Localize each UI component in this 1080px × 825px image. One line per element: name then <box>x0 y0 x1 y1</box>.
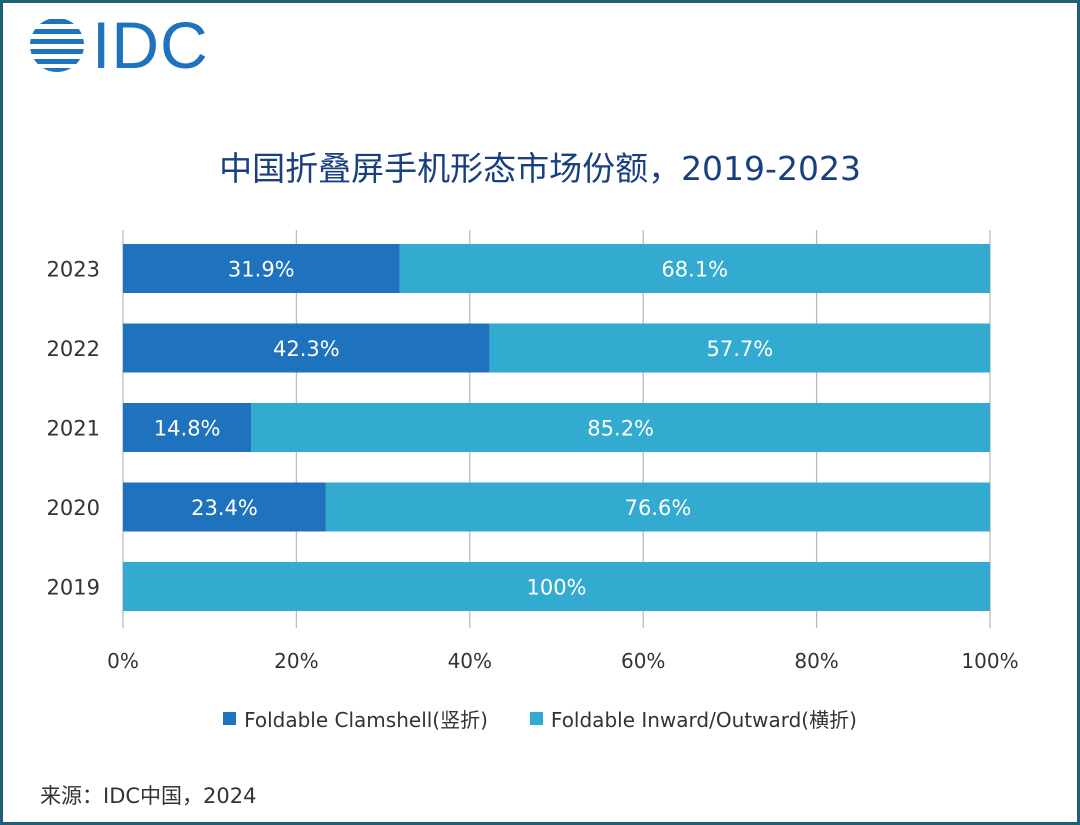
data-label: 42.3% <box>273 337 340 361</box>
data-label: 14.8% <box>154 417 221 441</box>
chart-title: 中国折叠屏手机形态市场份额，2019-2023 <box>219 149 861 188</box>
y-tick-label: 2023 <box>47 258 100 282</box>
legend-swatch <box>529 712 543 725</box>
legend-label: Foldable Inward/Outward(横折) <box>550 708 857 732</box>
bar-segment <box>123 403 252 452</box>
bar-segment <box>123 562 990 611</box>
logo-text: IDC <box>92 8 209 82</box>
y-tick-label: 2022 <box>47 337 100 361</box>
legend-item-clamshell: Foldable Clamshell(竖折) <box>223 704 488 733</box>
data-label: 23.4% <box>191 496 258 520</box>
bar-segment <box>325 482 990 532</box>
x-tick-label: 40% <box>448 649 492 673</box>
bar-segment <box>123 323 490 373</box>
legend-label: Foldable Clamshell(竖折) <box>244 708 488 732</box>
x-tick-label: 100% <box>961 649 1018 673</box>
x-tick-label: 0% <box>107 649 139 673</box>
bar-segment <box>123 482 326 532</box>
bar-segment <box>123 244 400 293</box>
data-label: 57.7% <box>707 337 774 361</box>
x-tick-label: 20% <box>274 649 318 673</box>
legend-item-inward-outward: Foldable Inward/Outward(横折) <box>529 704 857 733</box>
data-label: 76.6% <box>625 496 692 520</box>
y-tick-label: 2020 <box>47 496 100 520</box>
bar-segment <box>251 403 991 452</box>
data-label: 31.9% <box>228 258 295 282</box>
bar-segment <box>489 323 990 373</box>
bar-segment <box>399 244 990 293</box>
y-tick-label: 2019 <box>47 576 100 600</box>
y-tick-label: 2021 <box>47 417 100 441</box>
data-label: 100% <box>526 576 586 600</box>
legend: Foldable Clamshell(竖折) Foldable Inward/O… <box>0 704 1080 733</box>
idc-logo: IDC <box>28 8 209 82</box>
data-label: 85.2% <box>587 417 654 441</box>
x-tick-label: 80% <box>794 649 838 673</box>
source-note: 来源：IDC中国，2024 <box>40 784 257 808</box>
data-label: 68.1% <box>661 258 728 282</box>
x-tick-label: 60% <box>621 649 665 673</box>
legend-swatch <box>223 712 237 725</box>
